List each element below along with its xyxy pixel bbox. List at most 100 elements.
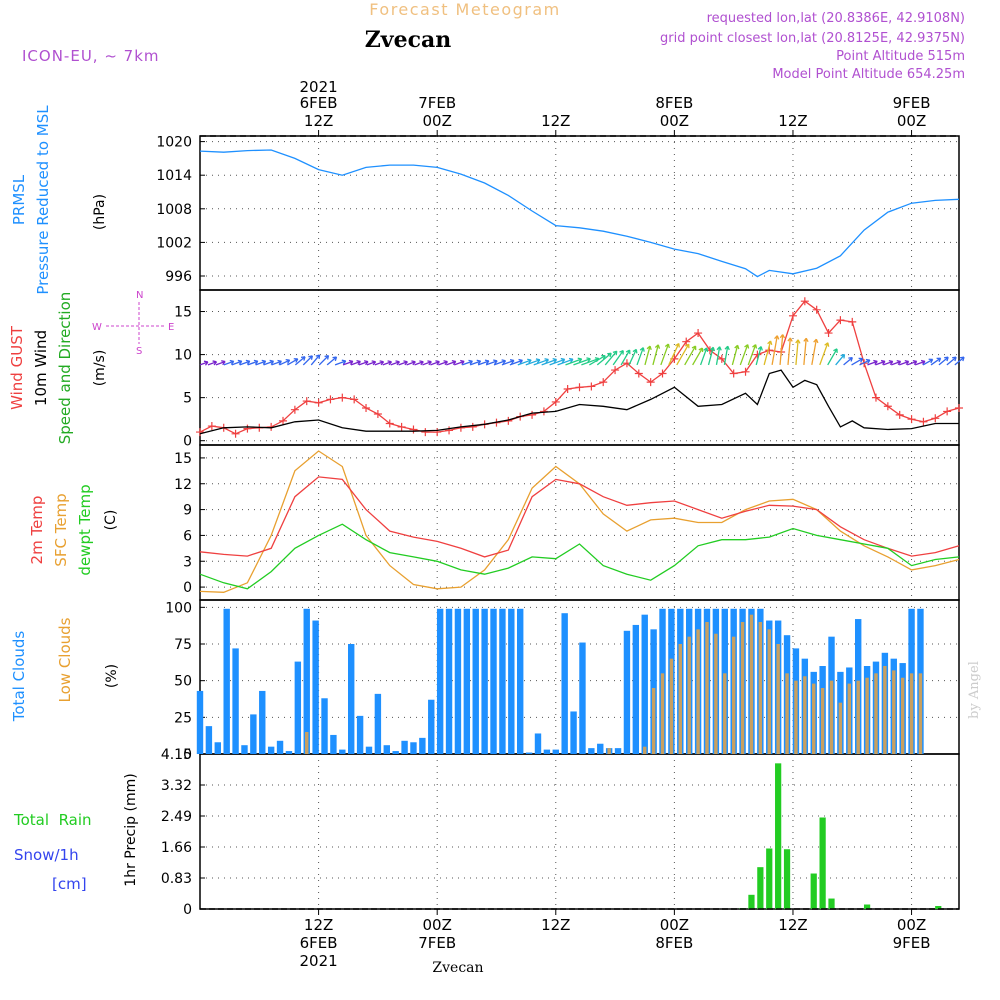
precip-labels: Total Rain Snow/1h [cm] 1hr Precip (mm) xyxy=(13,773,139,893)
wind-arrow-shaft xyxy=(438,361,448,366)
gust-marker xyxy=(907,415,916,424)
low-cloud-bar xyxy=(892,670,896,754)
total-cloud-bar xyxy=(481,608,488,754)
top-time-label-year: 2021 xyxy=(300,78,338,96)
wind-arrow-shaft xyxy=(692,347,703,366)
wind-arrow-shaft xyxy=(899,360,909,366)
wind-arrow xyxy=(906,359,918,366)
y-tick-label: 9 xyxy=(183,503,192,519)
gust-marker xyxy=(812,305,821,314)
gust-marker xyxy=(694,329,703,338)
wind-arrow-head xyxy=(261,359,267,365)
wind-arrow-head xyxy=(427,360,432,366)
wind-arrow-head xyxy=(888,359,894,366)
wind-arrow-shaft xyxy=(875,360,886,366)
wind-arrow-shaft xyxy=(565,358,582,366)
wind-arrow xyxy=(899,359,910,366)
wind-arrow-shaft xyxy=(318,355,329,366)
rain-bar xyxy=(863,904,871,909)
wind-arrow-head xyxy=(403,360,408,366)
wind-line xyxy=(199,369,959,435)
rain-bar xyxy=(935,906,942,909)
low-cloud-bar xyxy=(705,622,709,754)
wind-arrow xyxy=(477,359,490,366)
wind-arrow-shaft xyxy=(374,361,384,366)
bottom-time-label-hour: 12Z xyxy=(778,916,807,934)
wind-arrow-head xyxy=(607,352,612,358)
y-tick-label: 25 xyxy=(174,710,192,726)
wind-arrow-shaft xyxy=(525,359,541,366)
bottom-time-label-date: 7FEB xyxy=(418,934,456,952)
temp-2m-line xyxy=(199,476,960,558)
gust-line xyxy=(199,300,960,435)
point-altitude: Point Altitude 515m xyxy=(836,49,965,64)
wind-arrow-head xyxy=(632,348,638,354)
gust-marker xyxy=(848,317,857,326)
bottom-time-label-date: 6FEB xyxy=(300,934,338,952)
wind-arrow-shaft xyxy=(763,340,772,366)
total-cloud-bar xyxy=(552,749,559,754)
total-cloud-bar xyxy=(205,726,213,754)
y-tick-label: 3.32 xyxy=(161,778,192,794)
compass-n: N xyxy=(136,290,143,301)
wind-arrow-shaft xyxy=(787,337,791,365)
cloud-labels: Total Clouds Low Clouds (%) xyxy=(10,617,120,722)
low-cloud-bar xyxy=(687,636,691,754)
wind-arrow-head xyxy=(269,359,275,365)
wind-arrow-head xyxy=(752,344,758,349)
rain-bar xyxy=(819,817,826,909)
wind-arrow-shaft xyxy=(755,346,762,366)
wind-arrow xyxy=(843,356,853,366)
wind-arrow xyxy=(883,359,894,366)
bottom-time-label-hour: 12Z xyxy=(304,916,333,934)
y-tick-label: 15 xyxy=(174,451,192,467)
wind-arrow-head xyxy=(774,335,780,340)
y-tick-label: 4.15 xyxy=(161,747,192,763)
chart-plot-area: 9961002100810141020051015036912150255075… xyxy=(156,78,965,970)
wind-arrow-shaft xyxy=(676,343,690,366)
wind-arrow xyxy=(803,337,809,365)
total-cloud-bar xyxy=(223,608,230,754)
low-cloud-bar xyxy=(767,629,771,754)
wind-arrow xyxy=(263,359,275,366)
total-clouds-label: Total Clouds xyxy=(10,631,28,723)
low-cloud-bar xyxy=(305,732,309,754)
wind-arrow xyxy=(644,345,652,366)
gust-marker xyxy=(338,393,347,402)
wind-labels: Wind GUST 10m Wind Speed and Direction (… xyxy=(8,290,174,444)
wind-arrow xyxy=(247,359,259,366)
wind-arrow-head xyxy=(848,356,853,362)
wind-arrow-shaft xyxy=(723,346,729,366)
wind-arrow-shaft xyxy=(294,356,306,366)
wind-arrow xyxy=(747,344,758,366)
wind-arrow-head xyxy=(920,359,926,365)
wind-arrow-shaft xyxy=(636,347,644,366)
wind-arrow-head xyxy=(703,347,709,352)
wind-arrow-shaft xyxy=(731,345,739,366)
total-cloud-bar xyxy=(294,661,302,754)
wind-arrow-shaft xyxy=(906,360,917,366)
wind-arrow-head xyxy=(803,337,809,343)
gust-marker xyxy=(207,422,216,431)
total-cloud-bar xyxy=(285,751,293,754)
wind-arrow xyxy=(723,345,730,366)
top-time-label-hour: 00Z xyxy=(660,112,689,130)
compass-w: W xyxy=(92,322,102,333)
top-time-label-date: 9FEB xyxy=(893,94,931,112)
rain-bar xyxy=(748,894,755,909)
total-cloud-bar xyxy=(339,749,346,754)
wind-arrow-shaft xyxy=(414,361,424,366)
total-cloud-bar xyxy=(463,608,471,754)
wind-arrow-shaft xyxy=(867,360,878,366)
wind-arrow xyxy=(207,360,218,366)
wind-arrow-head xyxy=(285,359,291,364)
panel-frame xyxy=(199,289,960,446)
low-cloud-bar xyxy=(776,644,780,754)
gust-marker xyxy=(563,385,572,394)
panel-frame xyxy=(199,753,960,910)
wind-arrow-head xyxy=(387,360,393,366)
gust-marker xyxy=(373,410,382,418)
gust-marker xyxy=(231,429,240,438)
wind-arrow-head xyxy=(639,347,645,352)
